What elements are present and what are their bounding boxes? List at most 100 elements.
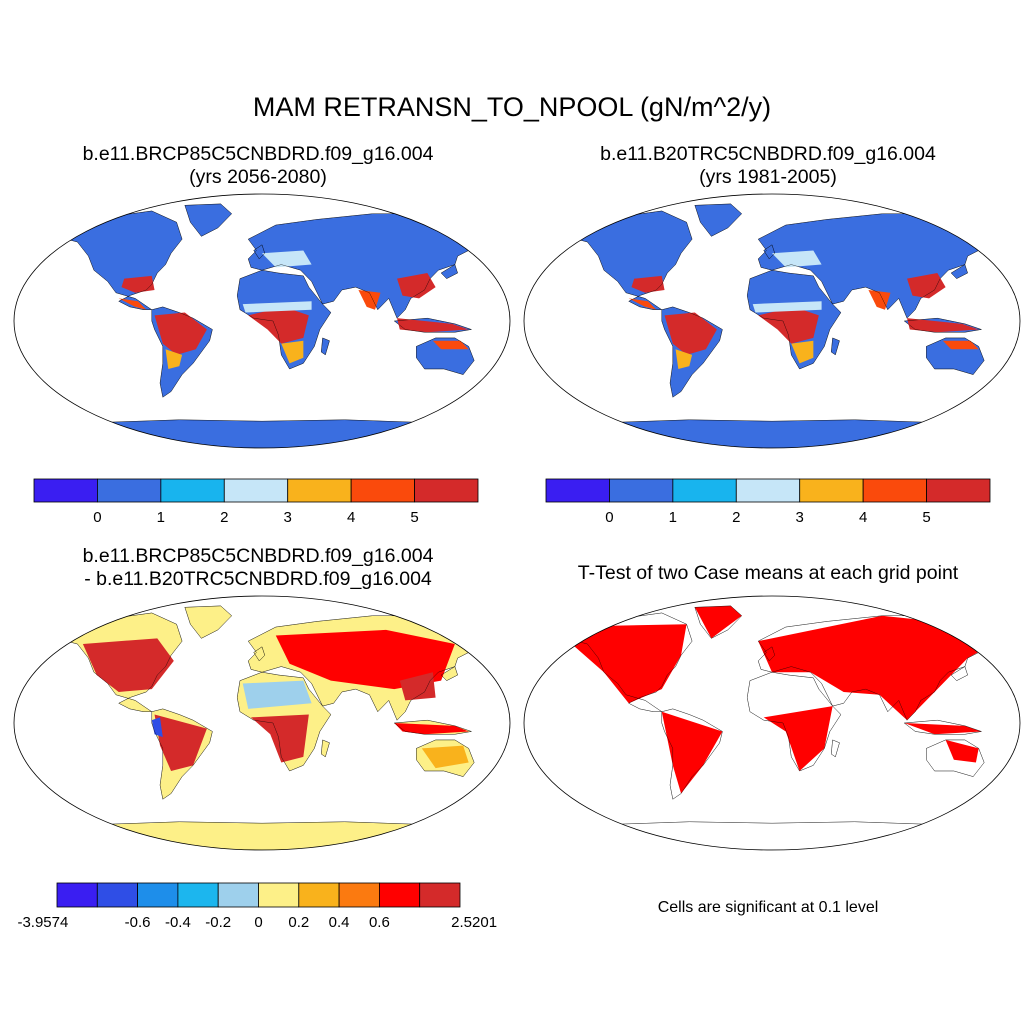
panel2-case: b.e11.B20TRC5CNBDRD.f09_g16.004 <box>600 143 936 165</box>
colorbar-abs-right-box <box>672 478 737 503</box>
eurasia-red-patch <box>275 629 455 690</box>
sa-sig-patch <box>661 711 723 794</box>
colorbar-diff-box <box>137 882 179 908</box>
colorbar-abs-right-box <box>545 478 610 503</box>
africa-red-patch <box>250 714 309 763</box>
south-america-tropics-patch <box>664 312 717 355</box>
panel1-title: b.e11.BRCP85C5CNBDRD.f09_g16.004 (yrs 20… <box>8 143 508 189</box>
colorbar-diff-box <box>177 882 219 908</box>
colorbar-diff-tick-label: 0.4 <box>329 914 350 931</box>
significance-note: Cells are significant at 0.1 level <box>657 899 879 916</box>
p3-map-frame <box>13 595 511 851</box>
colorbar-abs-left-tick-label: 5 <box>410 509 418 526</box>
colorbar-diff-tick-label: 0 <box>254 914 262 931</box>
p2-map-frame <box>523 193 1021 449</box>
colorbar-abs-left-box <box>350 478 415 503</box>
colorbar-diff-box <box>258 882 300 908</box>
southeast-us-patch <box>121 275 155 293</box>
colorbar-diff-box <box>56 882 98 908</box>
sahel-light-patch <box>752 301 822 313</box>
panel1-case: b.e11.BRCP85C5CNBDRD.f09_g16.004 <box>82 143 434 165</box>
colorbar-abs-right-box <box>735 478 801 503</box>
panel3-case: b.e11.BRCP85C5CNBDRD.f09_g16.004 <box>82 545 434 567</box>
greenland-sig-patch <box>694 605 742 639</box>
p4-map <box>523 595 1021 851</box>
colorbar-abs-right-box <box>609 478 674 503</box>
p1-map-frame <box>13 193 511 449</box>
map-panels <box>13 193 1021 851</box>
colorbar-abs-left-tick-label: 1 <box>157 509 165 526</box>
andes-blue-patch <box>151 717 163 738</box>
panel4-ttest-title: T-Test of two Case means at each grid po… <box>577 562 959 584</box>
colorbar-diff-box <box>378 882 421 908</box>
colorbar-abs-right-box <box>799 478 864 503</box>
colorbar-abs-left-box <box>33 478 98 503</box>
africa-sig-patch <box>763 706 833 771</box>
colorbar-diff-box <box>217 882 259 908</box>
colorbar-diff-tick-label: -0.6 <box>125 914 151 931</box>
sahara-light-patch <box>242 680 312 709</box>
colorbar-abs-right-tick-label: 1 <box>669 509 677 526</box>
na-sig-patch <box>540 624 687 704</box>
figure-title: MAM RETRANSN_TO_NPOOL (gN/m^2/y) <box>252 92 772 122</box>
central-america-patch <box>628 298 657 310</box>
central-africa-patch <box>758 306 819 344</box>
panel3-minus-case: - b.e11.B20TRC5CNBDRD.f09_g16.004 <box>84 568 432 590</box>
southern-africa-patch <box>791 340 814 364</box>
colorbar-diff-tick-label: -0.2 <box>205 914 231 931</box>
colorbar-diff-box <box>419 882 461 908</box>
colorbar-diff-box <box>338 882 380 908</box>
colorbar-abs-right-box <box>926 478 991 503</box>
colorbar-abs-right-tick-label: 2 <box>732 509 740 526</box>
south-america-edge-patch <box>675 349 693 369</box>
p2-map <box>523 193 1021 449</box>
colorbar-abs-right-tick-label: 3 <box>796 509 804 526</box>
p3-map <box>13 595 511 851</box>
australia-north-patch <box>432 340 469 350</box>
colorbar-abs-left-tick-label: 3 <box>284 509 292 526</box>
colorbar-abs-right-box <box>862 478 927 503</box>
p1-map <box>13 193 511 449</box>
colorbar-abs-right-tick-label: 4 <box>859 509 867 526</box>
europe-light-patch <box>772 250 822 268</box>
colorbar-diff-tick-label: 0.6 <box>369 914 390 931</box>
colorbar-diff-tick-label: -0.4 <box>165 914 191 931</box>
colorbar-abs-left-box <box>97 478 162 503</box>
colorbar-diff-tick-label: 2.5201 <box>451 914 497 931</box>
australia-orange-patch <box>421 745 469 769</box>
colorbars: 0 1 2 3 4 5 0 1 2 3 4 5 -3.9574 -0.6 -0.4 -0.2 0 0.2 0.4 0.… <box>17 478 991 931</box>
north-america-red-patch <box>82 638 174 692</box>
colorbar-diff: -3.9574 -0.6 -0.4 -0.2 0 0.2 0.4 0.6 2.5201 <box>17 882 497 931</box>
south-america-tropics-patch <box>154 312 207 355</box>
east-asia-patch <box>907 273 946 299</box>
central-america-patch <box>118 298 147 310</box>
australia-sig-patch <box>945 739 979 763</box>
maritime-sig-patch <box>904 723 982 735</box>
colorbar-abs-left-box <box>223 478 289 503</box>
colorbar-abs-left-box <box>160 478 225 503</box>
colorbar-diff-box <box>298 882 340 908</box>
colorbar-diff-tick-label: -3.9574 <box>17 914 68 931</box>
colorbar-diff-tick-label: 0.2 <box>288 914 309 931</box>
sahel-light-patch <box>242 301 312 313</box>
colorbar-abs-right: 0 1 2 3 4 5 <box>545 478 991 526</box>
colorbar-abs-left: 0 1 2 3 4 5 <box>33 478 479 526</box>
colorbar-abs-left-tick-label: 2 <box>220 509 228 526</box>
panel3-title: b.e11.BRCP85C5CNBDRD.f09_g16.004 - b.e11… <box>8 545 508 591</box>
central-africa-patch <box>248 306 309 344</box>
colorbar-diff-box <box>96 882 139 908</box>
maritime-asia-patch <box>907 318 979 333</box>
panel4-title: T-Test of two Case means at each grid po… <box>518 562 1018 585</box>
maritime-asia-patch <box>397 318 469 333</box>
southern-africa-patch <box>281 340 304 364</box>
maritime-red-patch <box>394 723 469 735</box>
colorbar-abs-right-tick-label: 5 <box>922 509 930 526</box>
panel2-title: b.e11.B20TRC5CNBDRD.f09_g16.004 (yrs 198… <box>518 143 1018 189</box>
colorbar-abs-left-box <box>414 478 479 503</box>
india-patch <box>868 289 891 310</box>
south-america-red-patch <box>154 714 207 771</box>
panel1-years: (yrs 2056-2080) <box>189 166 327 188</box>
australia-north-patch <box>942 340 979 350</box>
europe-light-patch <box>262 250 312 268</box>
